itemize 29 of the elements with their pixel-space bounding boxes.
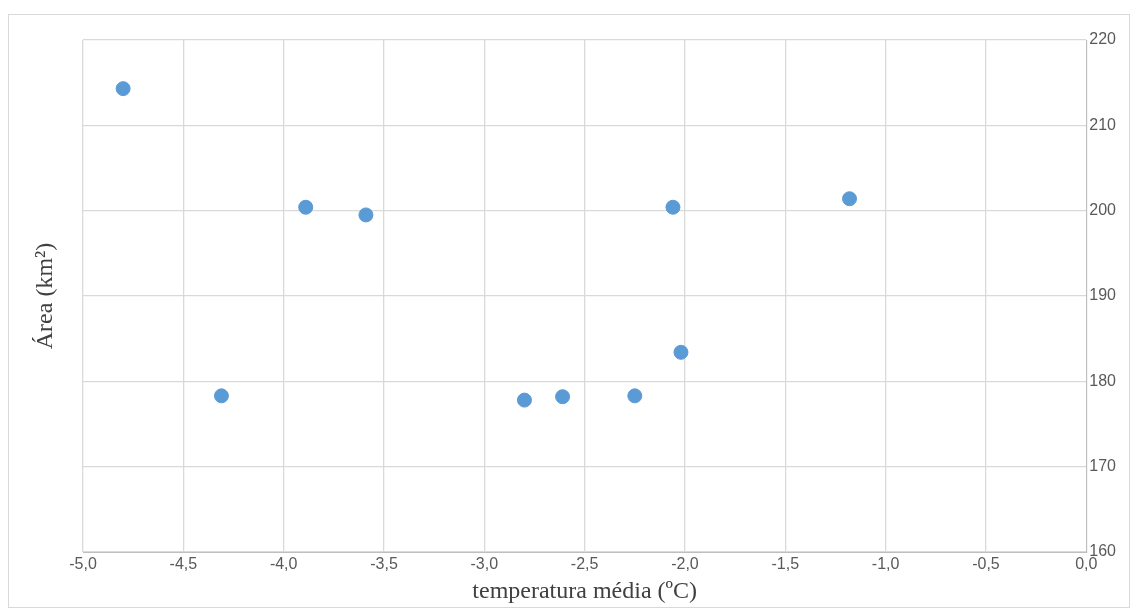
- y-tick-label: 200: [1089, 201, 1117, 219]
- x-axis-title: temperatura média (ºC): [472, 576, 697, 603]
- y-tick-label: 180: [1089, 371, 1117, 389]
- point: [673, 344, 689, 360]
- x-tick-label: 0,0: [1075, 555, 1098, 573]
- point: [115, 81, 131, 97]
- point: [842, 191, 858, 207]
- point: [213, 388, 229, 404]
- y-tick-label: 220: [1089, 30, 1117, 48]
- y-tick-label: 210: [1089, 115, 1117, 133]
- point: [555, 389, 571, 405]
- x-tick-label: -4,0: [269, 555, 298, 573]
- x-tick-label: -4,5: [169, 555, 198, 573]
- x-tick-label: -5,0: [69, 555, 97, 573]
- point: [665, 199, 681, 215]
- point: [358, 207, 374, 223]
- x-tick-label: -2,0: [671, 555, 699, 573]
- y-axis-title: Área (km²): [31, 242, 58, 350]
- point: [627, 388, 643, 404]
- x-tick-label: -1,5: [771, 555, 800, 573]
- x-tick-label: -0,5: [972, 555, 1000, 573]
- x-tick-label: -2,5: [570, 555, 599, 573]
- y-tick-label: 170: [1089, 457, 1117, 475]
- x-tick-label: -3,0: [470, 555, 499, 573]
- x-tick-label: -1,0: [871, 555, 900, 573]
- point: [298, 199, 314, 215]
- x-tick-label: -3,5: [370, 555, 398, 573]
- y-tick-label: 190: [1089, 286, 1117, 304]
- point: [516, 392, 532, 408]
